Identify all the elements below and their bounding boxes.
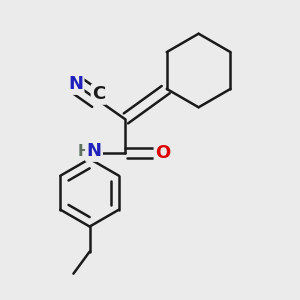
Text: N: N (87, 142, 102, 160)
Text: C: C (92, 85, 105, 103)
Text: O: O (155, 144, 170, 162)
Text: H: H (77, 144, 90, 159)
Text: N: N (68, 76, 83, 94)
